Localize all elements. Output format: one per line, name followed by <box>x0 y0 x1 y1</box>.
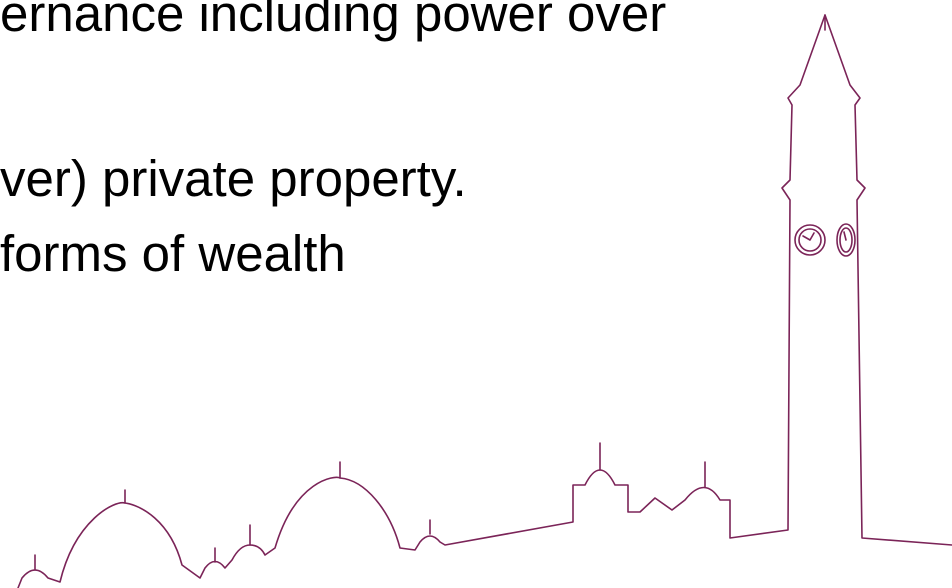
text-line: ver) private property. <box>0 150 467 207</box>
text-line: forms of wealth <box>0 225 346 282</box>
clock <box>836 223 856 257</box>
clock <box>794 224 826 256</box>
clock-face <box>798 228 822 252</box>
skyline <box>17 14 952 588</box>
spire <box>34 14 826 571</box>
text-line: ernance including power over <box>0 0 667 42</box>
clock-hands <box>802 231 847 241</box>
clock-face <box>839 227 853 253</box>
